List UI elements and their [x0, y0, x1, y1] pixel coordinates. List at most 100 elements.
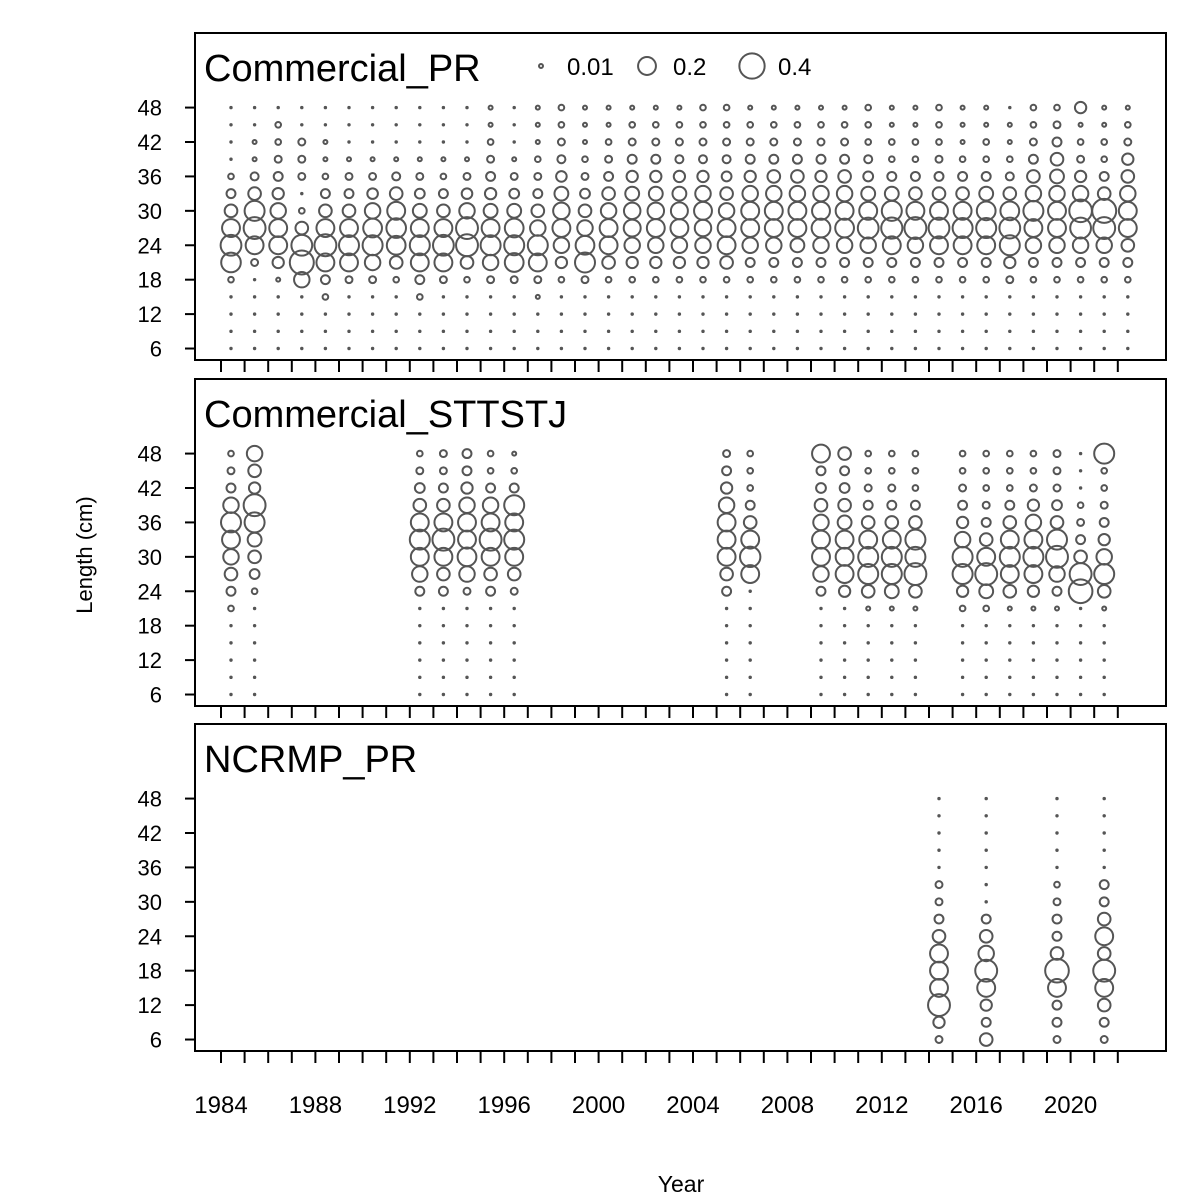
- bubble: [671, 185, 688, 202]
- bubble: [960, 295, 965, 299]
- bubble: [984, 796, 988, 801]
- bubble: [978, 583, 995, 600]
- bubble: [676, 104, 683, 111]
- bubble: [748, 692, 752, 697]
- bubble: [937, 312, 941, 316]
- bubble: [1053, 275, 1061, 284]
- bubble: [937, 346, 941, 351]
- x-tick-label: 2000: [572, 1092, 625, 1119]
- bubble: [935, 120, 943, 129]
- panel-title: Commercial_PR: [204, 48, 481, 90]
- bubble: [1124, 104, 1131, 111]
- bubble: [1102, 675, 1106, 680]
- bubble: [503, 528, 526, 551]
- bubble: [465, 123, 469, 127]
- bubble: [654, 295, 658, 299]
- bubble: [455, 233, 479, 258]
- bubble: [913, 312, 918, 316]
- bubble: [810, 217, 832, 239]
- bubble: [913, 329, 918, 334]
- bubble: [622, 201, 642, 221]
- bubble: [1055, 312, 1059, 316]
- bubble: [840, 137, 850, 147]
- bubble: [862, 170, 875, 183]
- bubble: [488, 312, 493, 316]
- bubble: [512, 123, 516, 127]
- bubble: [716, 218, 737, 238]
- bubble: [960, 329, 965, 334]
- bubble: [604, 275, 613, 284]
- bubble: [766, 169, 782, 184]
- bubble: [1052, 1035, 1062, 1044]
- bubble: [811, 529, 831, 550]
- bubble: [582, 139, 588, 145]
- bubble: [763, 218, 784, 238]
- bubble: [960, 675, 965, 680]
- bubble: [669, 218, 690, 238]
- bubble: [717, 496, 736, 514]
- bubble: [511, 156, 518, 163]
- bubble: [229, 623, 233, 628]
- bubble: [488, 329, 493, 334]
- bubble: [722, 137, 732, 147]
- bubble: [1051, 585, 1063, 597]
- bubble: [984, 831, 988, 835]
- bubble: [980, 170, 992, 182]
- bubble: [512, 658, 516, 662]
- bubble: [654, 346, 658, 351]
- bubble: [1075, 257, 1087, 268]
- bubble: [819, 346, 823, 351]
- bubble: [937, 814, 941, 818]
- bubble: [791, 257, 803, 268]
- bubble: [409, 512, 430, 533]
- bubble: [1029, 103, 1038, 112]
- bubble: [1031, 295, 1036, 299]
- bubble: [229, 123, 233, 127]
- bubble: [958, 466, 967, 475]
- bubble: [460, 481, 474, 495]
- bubble: [483, 566, 498, 582]
- bubble: [252, 641, 257, 645]
- bubble: [1055, 641, 1059, 645]
- bubble: [338, 234, 360, 257]
- bubble: [394, 329, 398, 334]
- bubble: [388, 255, 404, 270]
- bubble: [884, 515, 900, 530]
- bubble: [509, 171, 519, 181]
- bubble: [322, 156, 329, 163]
- bubble: [911, 449, 920, 458]
- bubble: [1100, 275, 1109, 284]
- bubble: [244, 235, 265, 256]
- bubble: [1052, 483, 1062, 493]
- bubble: [934, 897, 944, 907]
- bubble: [677, 295, 682, 299]
- bubble: [1121, 152, 1135, 166]
- bubble: [675, 120, 684, 129]
- bubble: [699, 103, 707, 112]
- bubble: [368, 275, 378, 285]
- bubble: [465, 606, 469, 611]
- bubble: [252, 658, 257, 662]
- bubble: [251, 156, 258, 163]
- bubble: [581, 155, 589, 164]
- bubble: [229, 295, 233, 299]
- bubble: [1055, 831, 1059, 835]
- bubble: [222, 548, 240, 566]
- bubble: [978, 1032, 994, 1047]
- legend: 0.01 0.2 0.4: [538, 52, 811, 81]
- bubble: [347, 329, 351, 334]
- bubble: [1098, 896, 1110, 908]
- bubble: [1031, 623, 1036, 628]
- bubble: [252, 623, 257, 628]
- bubble: [481, 496, 500, 514]
- bubble: [1048, 565, 1066, 583]
- bubble: [980, 257, 992, 268]
- bubble: [741, 236, 759, 255]
- bubble: [504, 512, 525, 533]
- bubble: [960, 346, 965, 351]
- bubble: [1122, 257, 1134, 268]
- bubble: [536, 329, 540, 334]
- bubble: [1055, 329, 1059, 334]
- bubble: [441, 123, 446, 127]
- bubble: [509, 275, 519, 285]
